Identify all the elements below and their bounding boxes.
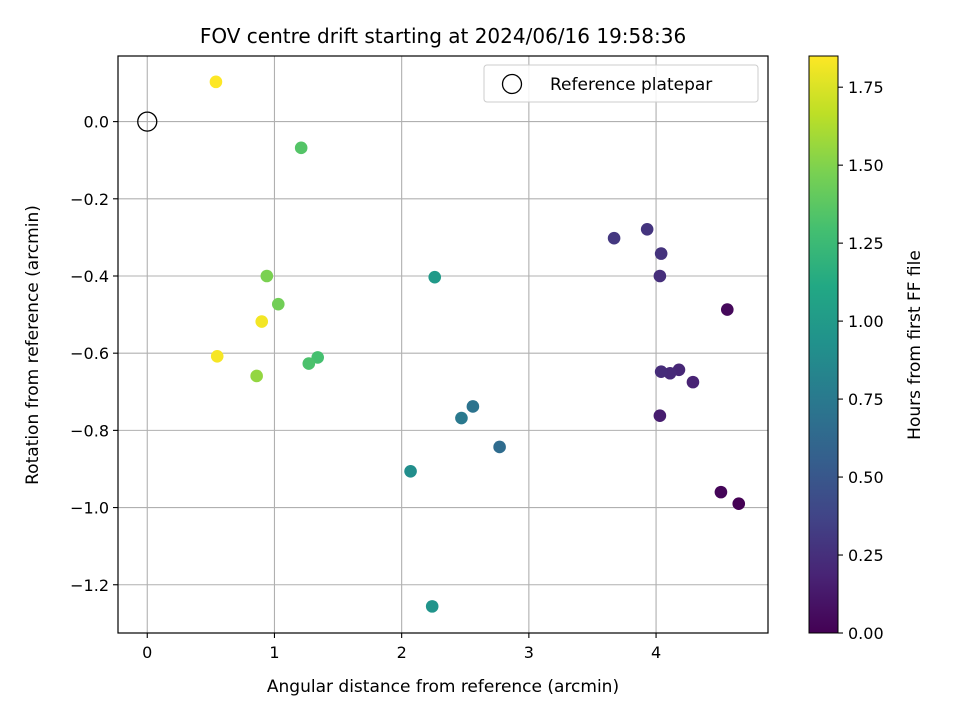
y-tick-label: 0.0	[84, 113, 109, 132]
data-point	[425, 600, 439, 613]
data-point	[255, 315, 269, 328]
x-tick-label: 0	[142, 643, 152, 662]
data-point	[493, 440, 506, 454]
data-point	[210, 349, 224, 363]
data-point	[466, 400, 480, 413]
data-point	[732, 497, 746, 511]
colorbar-tick-label: 1.25	[848, 234, 884, 253]
data-point	[607, 231, 621, 245]
data-point	[302, 357, 316, 370]
x-tick-label: 2	[397, 643, 407, 662]
colorbar-tick-label: 1.75	[848, 78, 884, 97]
colorbar-tick-label: 0.75	[848, 390, 884, 409]
x-tick-label: 3	[524, 643, 534, 662]
grid-lines	[118, 56, 768, 633]
data-point	[428, 270, 442, 284]
y-tick-label: −0.8	[70, 421, 109, 440]
data-point	[653, 269, 667, 283]
data-point	[271, 297, 285, 311]
reference-platepar-marker	[137, 111, 158, 132]
data-point	[720, 303, 734, 316]
y-tick-label: −0.6	[70, 344, 109, 363]
colorbar-gradient	[808, 55, 839, 634]
data-point	[311, 351, 325, 364]
data-point	[654, 247, 668, 260]
y-tick-label: −1.0	[70, 499, 109, 518]
colorbar: 0.00 0.25 0.50 0.75 1.00 1.25 1.50 1.75 Hours f…	[808, 55, 925, 643]
y-tick-label: −1.2	[70, 576, 109, 595]
y-axis-label: Rotation from reference (arcmin)	[23, 205, 43, 485]
data-point	[294, 141, 308, 155]
plot-frame	[117, 55, 769, 634]
data-point	[653, 409, 667, 423]
data-point	[455, 411, 468, 425]
colorbar-tick-label: 0.50	[848, 468, 884, 487]
y-tick-label: −0.2	[70, 190, 109, 209]
legend-label-reference: Reference platepar	[550, 75, 712, 95]
chart-title: FOV centre drift starting at 2024/06/16 …	[200, 24, 686, 48]
y-axis-ticks: 0.0 −0.2 −0.4 −0.6 −0.8 −1.0 −1.2	[70, 113, 118, 595]
data-point	[404, 464, 417, 478]
x-axis-ticks: 0 1 2 3 4	[142, 633, 661, 662]
data-point	[640, 222, 654, 236]
data-point	[250, 369, 263, 383]
colorbar-tick-label: 0.25	[848, 546, 884, 565]
colorbar-tick-label: 1.50	[848, 156, 884, 175]
colorbar-ticks: 0.00 0.25 0.50 0.75 1.00 1.25 1.50 1.75	[838, 78, 884, 643]
colorbar-tick-label: 1.00	[848, 312, 884, 331]
x-tick-label: 4	[651, 643, 661, 662]
x-tick-label: 1	[269, 643, 279, 662]
colorbar-tick-label: 0.00	[848, 624, 884, 643]
x-axis-label: Angular distance from reference (arcmin)	[267, 677, 619, 697]
legend-box	[483, 64, 759, 103]
y-tick-label: −0.4	[70, 267, 109, 286]
data-point	[260, 269, 274, 283]
data-point	[209, 75, 223, 89]
data-point	[654, 365, 668, 379]
legend: Reference platepar	[483, 64, 759, 103]
data-points	[209, 75, 746, 613]
legend-marker-reference	[501, 73, 523, 95]
colorbar-label: Hours from first FF file	[905, 250, 925, 440]
data-point	[714, 485, 728, 499]
data-point	[686, 375, 700, 389]
